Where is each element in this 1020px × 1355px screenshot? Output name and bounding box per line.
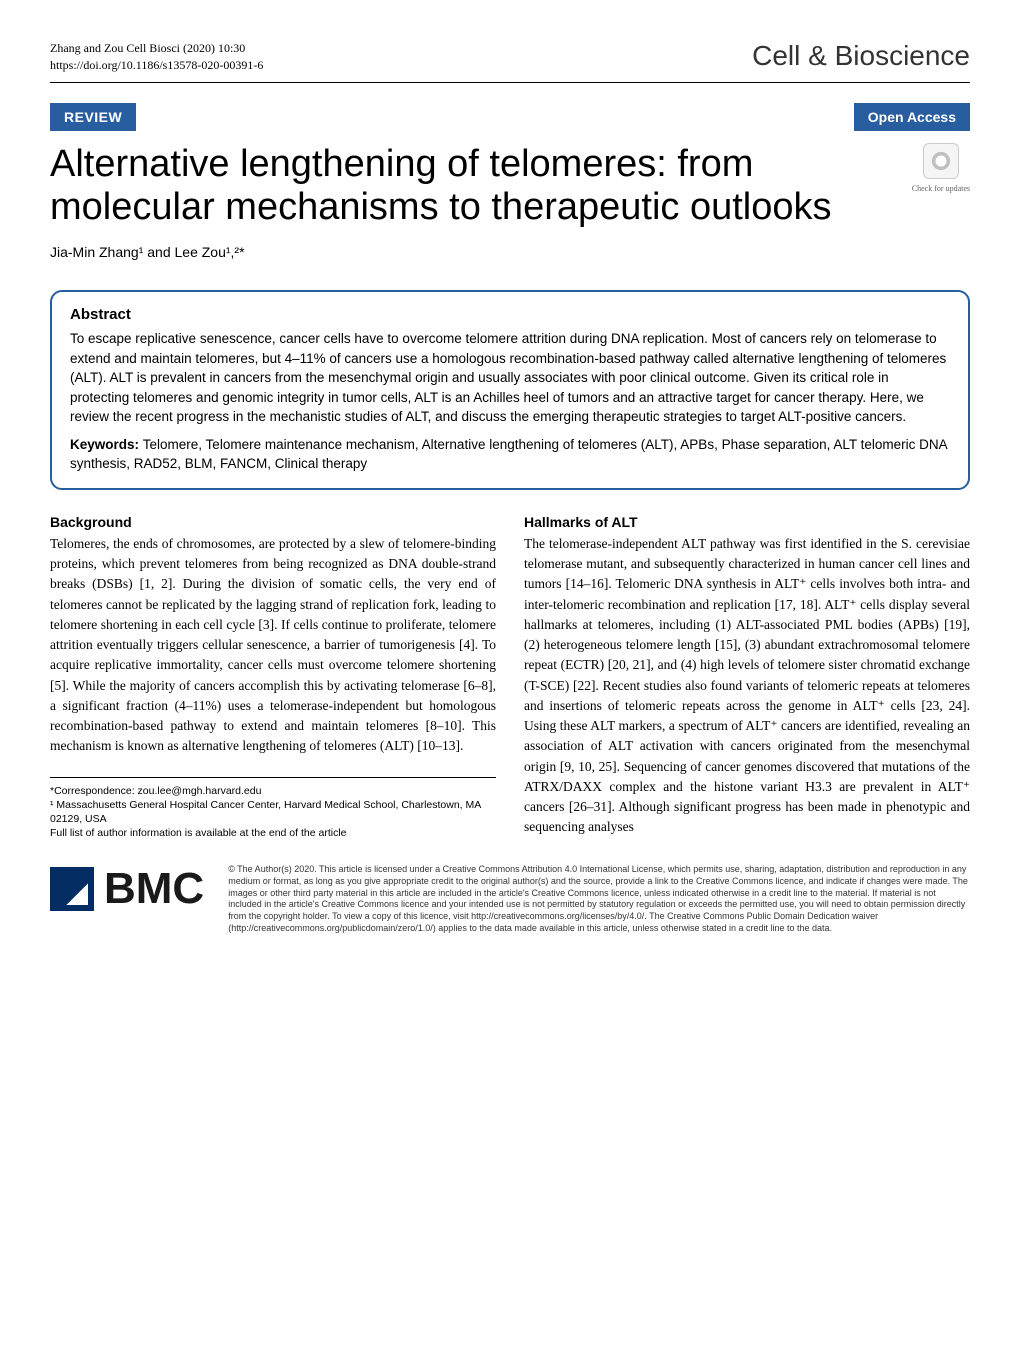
article-title: Alternative lengthening of telomeres: fr…: [50, 143, 892, 230]
correspondence-email: *Correspondence: zou.lee@mgh.harvard.edu: [50, 784, 496, 798]
review-tag: REVIEW: [50, 103, 136, 131]
bmc-text: BMC: [104, 864, 204, 914]
abstract-box: Abstract To escape replicative senescenc…: [50, 290, 970, 490]
citation: Zhang and Zou Cell Biosci (2020) 10:30: [50, 40, 263, 57]
bmc-logo: BMC: [50, 864, 204, 914]
abstract-heading: Abstract: [70, 306, 950, 323]
check-updates-label: Check for updates: [912, 184, 970, 194]
correspondence-note: Full list of author information is avail…: [50, 826, 496, 840]
open-access-tag: Open Access: [854, 103, 970, 131]
authors: Jia-Min Zhang¹ and Lee Zou¹,²*: [50, 244, 970, 260]
keywords-label: Keywords:: [70, 437, 143, 452]
license-text: © The Author(s) 2020. This article is li…: [228, 864, 970, 934]
keywords-text: Telomere, Telomere maintenance mechanism…: [70, 437, 947, 472]
title-row: Alternative lengthening of telomeres: fr…: [50, 143, 970, 230]
page-header: Zhang and Zou Cell Biosci (2020) 10:30 h…: [50, 40, 970, 83]
bmc-square-icon: [50, 867, 94, 911]
crossmark-icon: [930, 150, 952, 172]
doi: https://doi.org/10.1186/s13578-020-00391…: [50, 57, 263, 74]
journal-name: Cell & Bioscience: [752, 40, 970, 72]
hallmarks-heading: Hallmarks of ALT: [524, 514, 970, 530]
tags-row: REVIEW Open Access: [50, 103, 970, 131]
correspondence-affiliation: ¹ Massachusetts General Hospital Cancer …: [50, 798, 496, 826]
hallmarks-text: The telomerase-independent ALT pathway w…: [524, 534, 970, 838]
header-left: Zhang and Zou Cell Biosci (2020) 10:30 h…: [50, 40, 263, 74]
check-updates-icon: [923, 143, 959, 179]
keywords-line: Keywords: Telomere, Telomere maintenance…: [70, 435, 950, 474]
footer: BMC © The Author(s) 2020. This article i…: [50, 864, 970, 934]
body-columns: Background Telomeres, the ends of chromo…: [50, 514, 970, 840]
background-heading: Background: [50, 514, 496, 530]
background-text: Telomeres, the ends of chromosomes, are …: [50, 534, 496, 757]
correspondence-block: *Correspondence: zou.lee@mgh.harvard.edu…: [50, 777, 496, 841]
check-updates-widget[interactable]: Check for updates: [912, 143, 970, 194]
right-column: Hallmarks of ALT The telomerase-independ…: [524, 514, 970, 840]
left-column: Background Telomeres, the ends of chromo…: [50, 514, 496, 840]
abstract-text: To escape replicative senescence, cancer…: [70, 329, 950, 427]
